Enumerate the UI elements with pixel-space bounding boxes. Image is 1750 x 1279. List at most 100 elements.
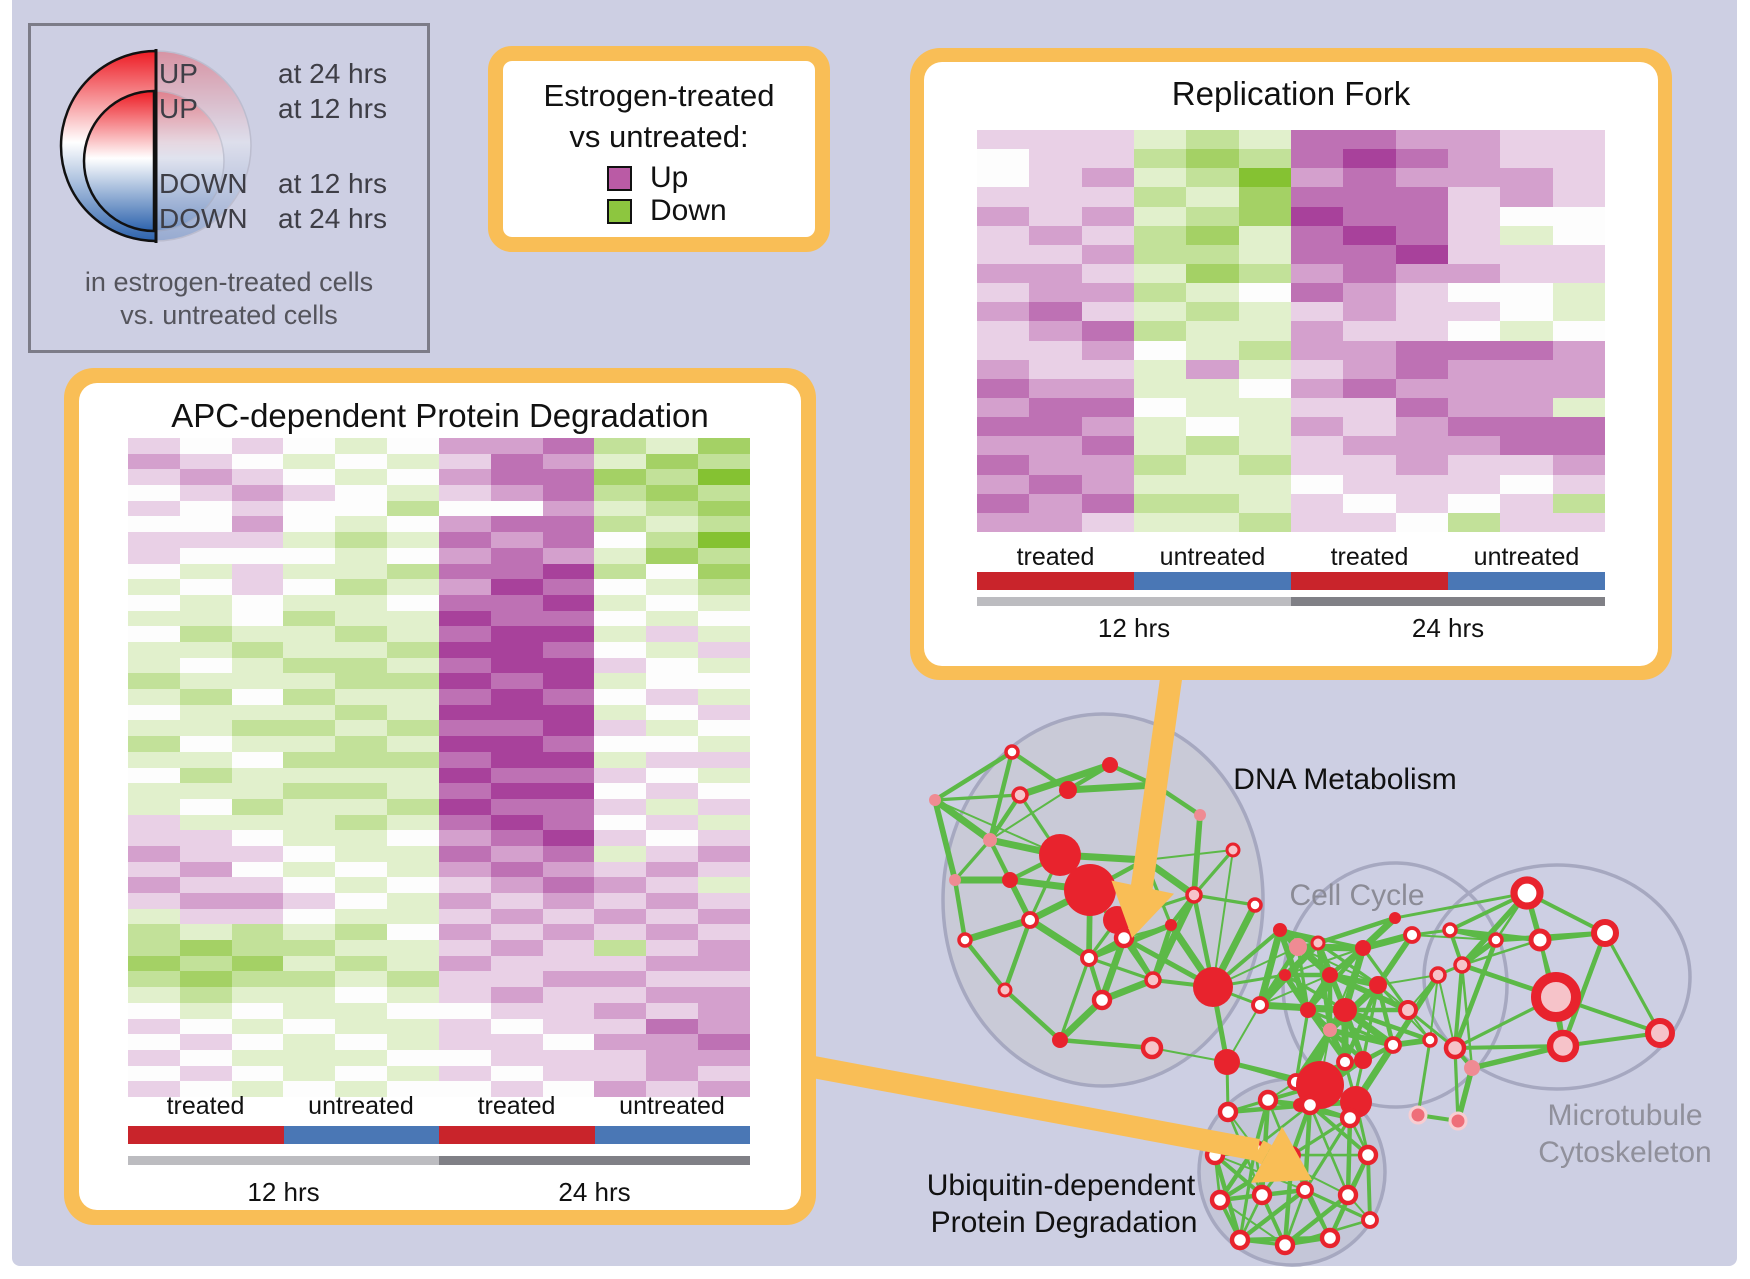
network-node (1355, 940, 1371, 956)
heatmap-cell (1343, 493, 1396, 513)
heatmap-cell (438, 924, 491, 941)
heatmap-cell (490, 469, 543, 486)
heatmap-cell (490, 626, 543, 642)
heatmap-cell (1500, 130, 1553, 150)
up-color-swatch (607, 165, 632, 191)
heatmap-cell (231, 924, 284, 941)
heatmap-cell (1081, 455, 1134, 475)
heatmap-cell (698, 485, 750, 501)
heatmap-cell (387, 783, 439, 799)
heatmap-cell (1395, 455, 1448, 475)
heatmap-cell (1029, 149, 1082, 169)
heatmap-cell (490, 767, 543, 784)
heatmap-cell (1290, 321, 1344, 341)
network-edge (1058, 957, 1091, 1041)
heatmap-cell (1290, 263, 1344, 284)
legend-up-12-dir: UP (159, 93, 198, 124)
heatmap-cell (387, 1081, 439, 1097)
network-node (1384, 1036, 1402, 1054)
heatmap-cell (594, 1018, 647, 1035)
heatmap-cell (387, 704, 439, 721)
heatmap-cell (542, 767, 595, 784)
heatmap-cell (542, 532, 595, 548)
heatmap-cell (646, 1049, 699, 1066)
heatmap-cell (977, 397, 1030, 418)
ubiquitin-label-line2: Protein Degradation (930, 1206, 1198, 1239)
network-node (1021, 911, 1039, 929)
heatmap-cell (594, 469, 647, 486)
heatmap-cell (283, 610, 336, 627)
heatmap-cell (490, 563, 543, 580)
heatmap-cell (128, 814, 180, 831)
heatmap-cell (1500, 206, 1553, 226)
heatmap-cell (646, 438, 699, 454)
heatmap-cell (283, 845, 336, 862)
heatmap-cell (438, 736, 491, 752)
heatmap-cell (231, 673, 284, 690)
network-node (1011, 786, 1029, 804)
heatmap-cell (231, 814, 284, 831)
heatmap-cell (231, 736, 284, 752)
heatmap-cell (542, 940, 595, 956)
heatmap-cell (128, 1002, 180, 1019)
heatmap-cell (128, 657, 180, 674)
heatmap-cell (1133, 149, 1187, 169)
network-node (1225, 842, 1241, 858)
heatmap-cell (179, 1034, 232, 1050)
heatmap-cell (387, 736, 439, 752)
heatmap-cell (1395, 417, 1448, 437)
heatmap-cell (698, 751, 750, 768)
heatmap-cell (542, 1018, 595, 1035)
network-edge (1375, 984, 1396, 1046)
heatmap-cell (490, 751, 543, 768)
heatmap-cell (646, 751, 699, 768)
heatmap-cell (698, 673, 750, 690)
estrogen-legend-title-line2: vs untreated: (569, 119, 749, 154)
heatmap-cell (1081, 263, 1134, 284)
heatmap-cell (179, 532, 232, 548)
legend-item-up: Up (607, 163, 688, 193)
heatmap-cell (387, 877, 439, 894)
heatmap-cell (1552, 340, 1605, 360)
heatmap-cell (594, 940, 647, 956)
heatmap-cell (128, 720, 180, 737)
heatmap-cell (646, 594, 699, 611)
heatmap-cell (387, 689, 439, 705)
heatmap-cell (335, 751, 388, 768)
heatmap-cell (542, 704, 595, 721)
heatmap-cell (542, 547, 595, 564)
network-node (1247, 897, 1263, 913)
heatmap-cell (1238, 187, 1291, 207)
heatmap-cell (542, 1065, 595, 1082)
network-node (1408, 1105, 1428, 1125)
heatmap-cell (977, 340, 1030, 360)
heatmap-cell (179, 516, 232, 533)
heatmap-cell (335, 500, 388, 517)
heatmap-cell (1081, 225, 1134, 245)
microtubule-label-line1: Microtubule (1547, 1099, 1703, 1132)
heatmap-cell (179, 610, 232, 627)
heatmap-cell (698, 1034, 750, 1050)
heatmap-cell (542, 1002, 595, 1019)
heatmap-cell (646, 940, 699, 956)
heatmap-cell (646, 1034, 699, 1050)
network-node (1052, 1032, 1068, 1048)
network-edge (1003, 988, 1062, 1042)
heatmap-cell (1290, 340, 1344, 360)
network-node (1464, 1060, 1480, 1076)
heatmap-cell (1081, 321, 1134, 341)
heatmap-cell (1395, 378, 1448, 398)
heatmap-cell (490, 453, 543, 470)
heatmap-cell (542, 720, 595, 737)
heatmap-cell (231, 1065, 284, 1082)
heatmap-cell (283, 1065, 336, 1082)
heatmap-cell (594, 641, 647, 658)
heatmap-cell (646, 736, 699, 752)
heatmap-cell (438, 594, 491, 611)
heatmap-cell (179, 751, 232, 768)
heatmap-cell (1447, 493, 1501, 513)
heatmap-cell (1290, 474, 1344, 494)
color-scale-legend-box: UP at 24 hrs UP at 12 hrs DOWN at 12 hrs… (28, 23, 430, 353)
network-node (1144, 971, 1162, 989)
heatmap-cell (335, 1018, 388, 1035)
